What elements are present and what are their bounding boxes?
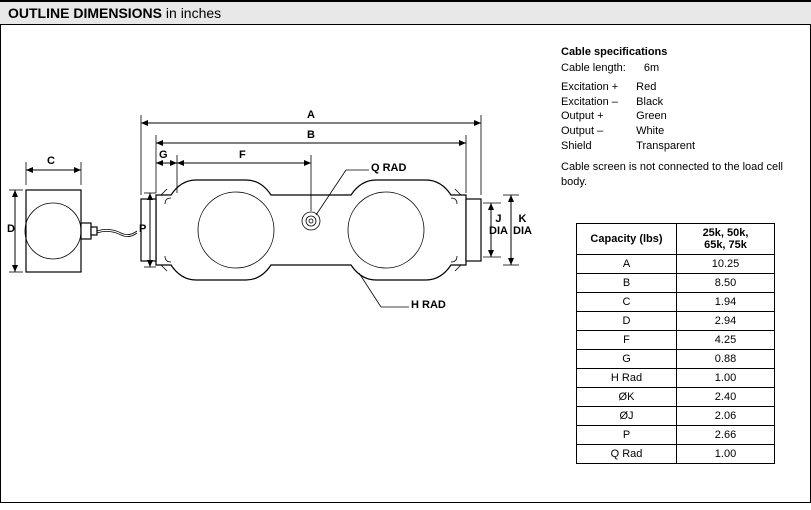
table-row: ØJ2.06	[577, 407, 775, 426]
main-panel: C D A B F G P Q RAD H RAD J DIA K DIA Ca…	[0, 25, 811, 503]
header-bar: OUTLINE DIMENSIONS in inches	[0, 0, 811, 25]
cable-spec-block: Cable specifications Cable length: 6m Ex…	[561, 45, 791, 190]
cable-row: Excitation +Red	[561, 80, 713, 95]
diagram-svg	[11, 55, 551, 355]
page-title: OUTLINE DIMENSIONS in inches	[8, 5, 221, 21]
cable-length-value: 6m	[644, 61, 677, 76]
cable-note: Cable screen is not connected to the loa…	[561, 160, 791, 190]
table-row: P2.66	[577, 426, 775, 445]
cable-row: Output +Green	[561, 109, 713, 124]
table-row: B8.50	[577, 274, 775, 293]
dim-b: B	[307, 129, 315, 141]
hdr-capacity: Capacity (lbs)	[577, 224, 677, 255]
cable-row: ShieldTransparent	[561, 139, 713, 154]
dim-p: P	[139, 223, 146, 235]
cable-wires-table: Excitation +Red Excitation –Black Output…	[561, 80, 713, 154]
side-view	[9, 162, 137, 272]
table-row: Q Rad1.00	[577, 445, 775, 464]
dimensions-table-wrap: Capacity (lbs) 25k, 50k, 65k, 75k A10.25…	[576, 223, 775, 464]
table-row: G0.88	[577, 350, 775, 369]
dim-k: K DIA	[513, 213, 532, 237]
front-view	[141, 115, 519, 307]
dim-c: C	[47, 155, 55, 167]
dim-d: D	[7, 223, 15, 235]
cable-length-row: Cable length: 6m	[561, 61, 677, 76]
cable-spec-title: Cable specifications	[561, 45, 791, 60]
dim-a: A	[307, 109, 315, 121]
cable-row: Excitation –Black	[561, 95, 713, 110]
table-header-row: Capacity (lbs) 25k, 50k, 65k, 75k	[577, 224, 775, 255]
dimensions-table: Capacity (lbs) 25k, 50k, 65k, 75k A10.25…	[576, 223, 775, 464]
hdr-range: 25k, 50k, 65k, 75k	[677, 224, 775, 255]
dim-g: G	[159, 149, 168, 161]
title-rest: in inches	[162, 5, 221, 21]
cable-length-label: Cable length:	[561, 61, 644, 76]
table-row: H Rad1.00	[577, 369, 775, 388]
dim-qrad: Q RAD	[371, 162, 406, 174]
table-row: F4.25	[577, 331, 775, 350]
dim-f: F	[239, 149, 246, 161]
outline-diagram: C D A B F G P Q RAD H RAD J DIA K DIA	[11, 55, 551, 355]
table-row: D2.94	[577, 312, 775, 331]
table-row: ØK2.40	[577, 388, 775, 407]
cable-row: Output –White	[561, 124, 713, 139]
title-bold: OUTLINE DIMENSIONS	[8, 5, 162, 21]
dim-hrad: H RAD	[411, 299, 446, 311]
table-row: C1.94	[577, 293, 775, 312]
dim-j: J DIA	[489, 213, 508, 237]
table-row: A10.25	[577, 255, 775, 274]
